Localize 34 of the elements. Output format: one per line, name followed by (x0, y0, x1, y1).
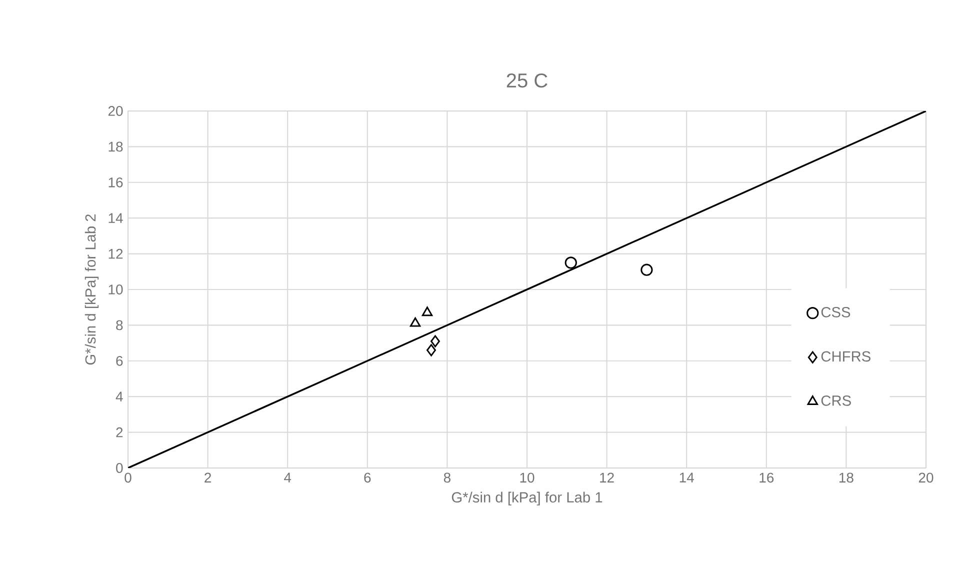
legend-label: CHFRS (821, 351, 870, 362)
x-tick-label: 16 (760, 472, 774, 483)
y-tick-label: 20 (108, 106, 123, 116)
y-tick-label: 10 (108, 284, 123, 294)
legend-label: CSS (821, 306, 850, 318)
point (426, 344, 436, 356)
x-tick-label: 10 (520, 472, 534, 483)
x-tick-label: 2 (204, 472, 211, 482)
x-tick-label: 14 (680, 472, 694, 482)
y-tick-label: 18 (108, 142, 123, 152)
x-tick-label: 8 (444, 472, 450, 483)
point (564, 256, 577, 269)
y-tick-label: 4 (116, 392, 123, 402)
x-tick-label: 12 (600, 472, 614, 482)
point (640, 264, 653, 276)
point (430, 335, 440, 348)
x-tick-label: 6 (364, 472, 371, 483)
point (422, 306, 433, 316)
x-axis-title: G*/sin d [kPa] for Lab 1 (452, 492, 602, 506)
x-tick-label: 18 (839, 472, 854, 483)
point (410, 317, 421, 327)
chart-title: 25 C (506, 73, 548, 88)
y-tick-label: 16 (108, 177, 123, 188)
y-tick-label: 14 (108, 213, 123, 223)
x-tick-label: 20 (918, 472, 934, 483)
y-axis-title: G*/sin d [kPa] for Lab 2 (84, 214, 99, 365)
y-tick-label: 0 (116, 463, 123, 473)
y-tick-label: 12 (108, 248, 123, 259)
y-tick-label: 8 (116, 320, 123, 330)
x-tick-label: 4 (284, 472, 292, 482)
legend-label: CRS (821, 395, 851, 406)
x-tick-label: 0 (124, 472, 132, 483)
y-tick-label: 6 (116, 356, 123, 366)
y-tick-label: 2 (116, 427, 123, 438)
